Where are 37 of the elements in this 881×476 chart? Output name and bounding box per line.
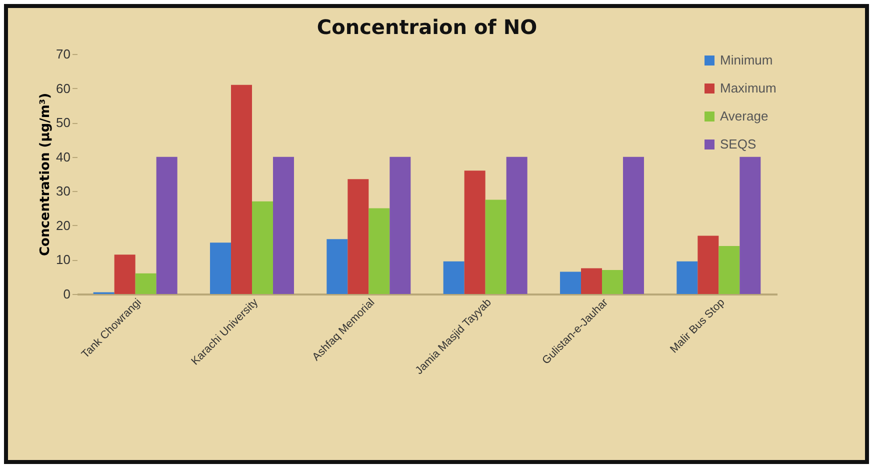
bar [718,246,740,294]
y-tick-label: 30 [56,184,70,199]
y-tick-label: 70 [56,46,70,62]
bar [506,156,528,294]
bar [623,156,644,294]
bar [210,242,231,294]
bar [602,270,623,294]
bar [231,84,252,294]
bar [156,156,178,294]
bar [443,261,464,294]
bar [273,156,294,294]
bar [390,156,411,294]
bar [698,236,719,294]
bar [368,208,390,294]
chart-title: Concentraion of NO [316,15,538,39]
bar [326,239,348,294]
bar [114,254,136,294]
legend-label: Minimum [720,52,773,68]
legend-label: Maximum [720,80,776,96]
legend-label: Average [720,108,768,124]
bar [740,156,761,294]
y-axis-title: Concentration (µg/m³) [38,92,54,256]
bar [581,268,602,294]
bar [676,261,698,294]
legend-label: SEQS [720,136,756,152]
y-tick-label: 50 [56,115,70,130]
y-tick-label: 60 [56,80,70,96]
bar [252,201,273,294]
y-tick-label: 0 [63,286,70,302]
bar [135,273,156,294]
y-tick-label: 40 [56,149,70,164]
bar [485,200,506,294]
bar [464,170,486,294]
y-tick-label: 20 [56,218,70,233]
bar [348,179,369,294]
bar [560,272,581,294]
y-tick-label: 10 [56,252,70,268]
